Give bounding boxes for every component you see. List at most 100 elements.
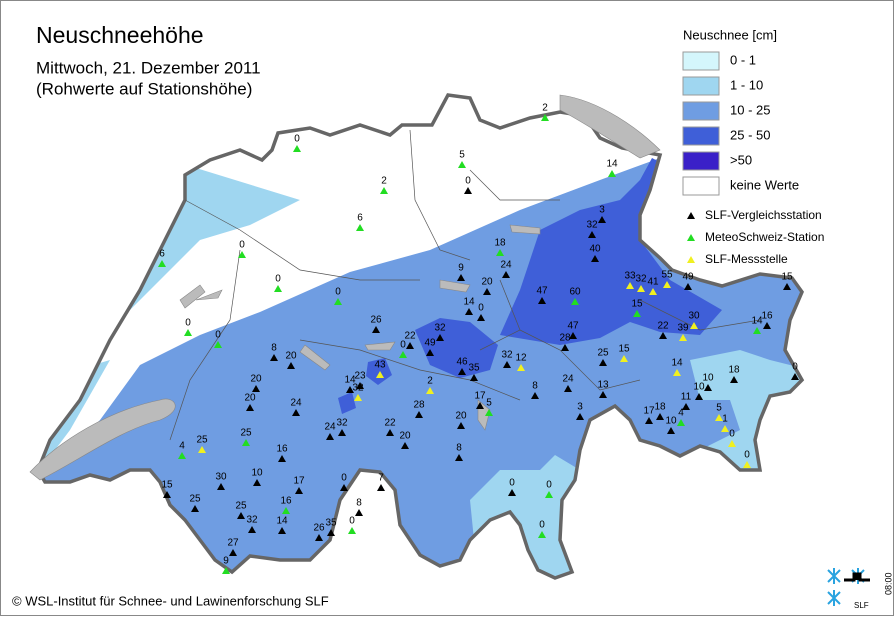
station-marker [659,332,667,339]
station-marker [538,297,546,304]
station-marker [399,351,407,358]
legend-swatch [682,101,720,121]
station-marker [248,526,256,533]
station-marker [315,534,323,541]
station-value: 32 [501,350,513,361]
station-marker [246,404,254,411]
station-value: 15 [781,272,793,283]
station-value: 16 [280,496,292,507]
station-value: 2 [427,376,433,387]
station-value: 32 [635,274,647,285]
station-value: 17 [474,391,486,402]
station-value: 0 [275,274,281,285]
time: 08:00 [883,572,893,595]
station-value: 47 [536,286,548,297]
area-25-50 [366,358,392,385]
station-value: 22 [384,418,396,429]
station-marker [229,549,237,556]
station-marker [541,114,549,121]
station-marker [464,187,472,194]
station-marker [561,344,569,351]
station-value: 14 [463,297,475,308]
station-value: 0 [478,303,484,314]
station-marker [599,359,607,366]
station-marker [682,403,690,410]
station-value: 8 [271,343,277,354]
station-value: 22 [657,321,669,332]
station-marker [564,385,572,392]
station-marker [715,414,723,421]
station-value: 0 [335,287,341,298]
station-marker [517,364,525,371]
station-marker [426,387,434,394]
station-value: 25 [597,348,609,359]
station-value: 49 [682,272,694,283]
station-value: 20 [244,393,256,404]
station-value: 4 [678,408,684,419]
station-value: 0 [539,520,545,531]
station-marker [455,454,463,461]
station-marker [191,505,199,512]
legend-swatch [682,76,720,96]
station-marker [687,212,695,219]
station-value: 26 [313,523,325,534]
station-marker [690,322,698,329]
station-marker [436,334,444,341]
station-marker [242,439,250,446]
station-marker [538,531,546,538]
legend-label: 1 - 10 [730,77,763,92]
station-marker [158,260,166,267]
station-value: 30 [688,311,700,322]
station-marker [531,392,539,399]
station-marker [292,409,300,416]
station-marker [508,489,516,496]
station-value: 12 [515,353,527,364]
legend-label: 0 - 1 [730,52,756,67]
legend-label: keine Werte [730,177,799,192]
station-marker [326,433,334,440]
station-value: 0 [400,340,406,351]
station-marker [372,326,380,333]
station-value: 14 [606,159,618,170]
station-marker [465,308,473,315]
station-value: 35 [468,363,480,374]
station-marker [721,425,729,432]
legend-label: 10 - 25 [730,102,770,117]
station-marker [791,373,799,380]
canton-borders [169,129,761,441]
station-value: 40 [589,244,601,255]
station-marker [620,355,628,362]
station-marker [684,283,692,290]
station-value: 16 [761,311,773,322]
station-value: 30 [215,472,227,483]
station-value: 8 [532,381,538,392]
area-25-50 [500,158,722,345]
station-value: 0 [239,240,245,251]
station-value: 25 [240,428,252,439]
station-value: 20 [481,277,493,288]
station-marker [386,429,394,436]
station-value: 60 [569,287,581,298]
station-value: 25 [235,501,247,512]
station-marker [637,285,645,292]
station-marker [237,512,245,519]
station-marker [377,484,385,491]
station-value: 0 [215,330,221,341]
station-marker [753,327,761,334]
station-marker [571,298,579,305]
station-value: 32 [336,418,348,429]
station-marker [457,422,465,429]
station-value: 5 [459,150,465,161]
station-marker [783,283,791,290]
station-value: 17 [643,406,655,417]
station-value: 20 [399,431,411,442]
station-marker [278,527,286,534]
station-marker [458,161,466,168]
station-marker [598,216,606,223]
legend-swatch [682,176,720,196]
station-value: 0 [294,134,300,145]
station-value: 20 [455,411,467,422]
station-marker [626,282,634,289]
station-value: 0 [509,478,515,489]
